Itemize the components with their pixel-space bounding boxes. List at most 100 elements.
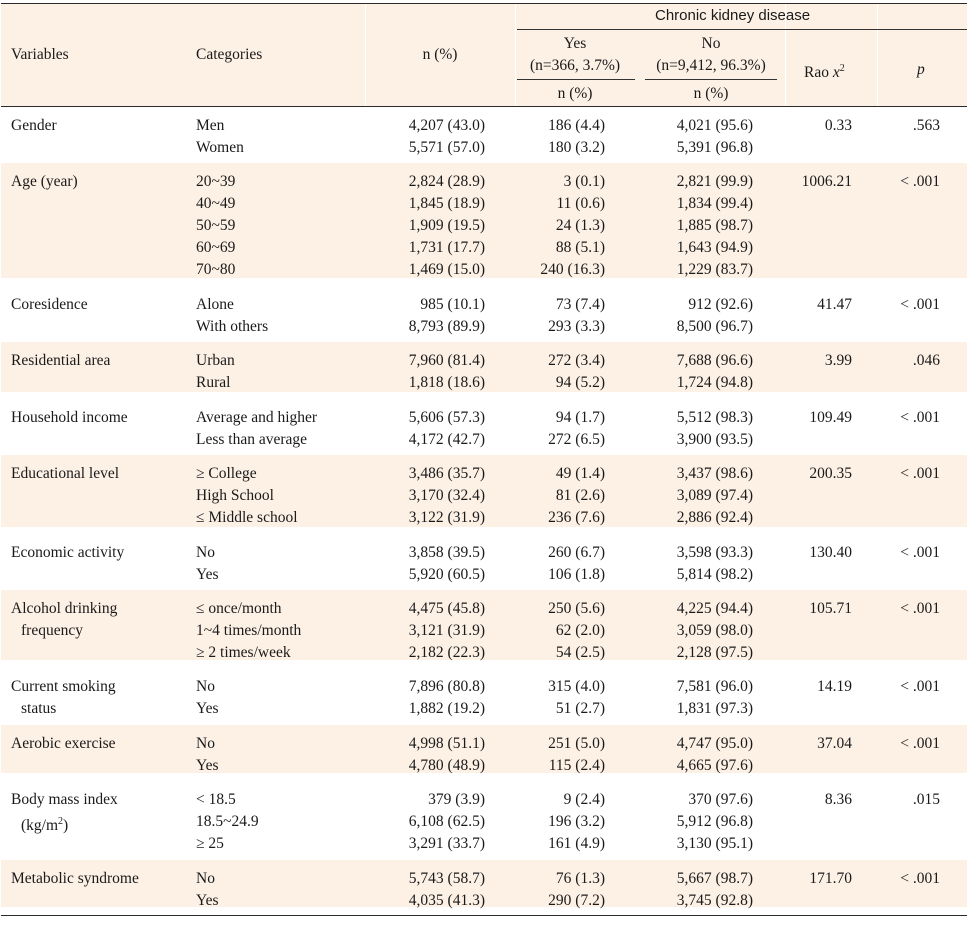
ckd-yes-cell-line: 76 (1.3) [555,870,605,887]
top-rule [1,3,967,4]
row-band [1,163,967,278]
row-band [1,455,967,527]
ckd-no-cell-line: 2,128 (97.5) [676,644,753,661]
n-pct-cell: 4,998 (51.1) 4,780 (48.9) [370,733,485,777]
category-cell-line: Average and higher [196,409,318,426]
n-pct-cell: 7,960 (81.4) 1,818 (18.6) [370,350,485,394]
category-cell-line: Men [196,117,225,134]
ckd-yes-cell-line: 272 (6.5) [548,431,605,448]
n-pct-cell: 4,207 (43.0) 5,571 (57.0) [370,115,485,159]
ckd-no-cell: 2,821 (99.9) 1,834 (99.4) 1,885 (98.7) 1,64… [640,171,753,281]
variable-cell-line: frequency [21,622,83,639]
ckd-yes-cell: 49 (1.4) 81 (2.6) 236 (7.6) [500,463,605,529]
category-cell-line: ≥ 25 [196,835,224,852]
n-pct-cell-line: 379 (3.9) [428,791,485,808]
ckd-yes-cell-line: 11 (0.6) [556,195,606,212]
ckd-yes-cell-line: 94 (5.2) [555,374,605,391]
n-pct-cell: 3,486 (35.7) 3,170 (32.4) 3,122 (31.9) [370,463,485,529]
n-pct-cell: 5,743 (58.7) 4,035 (41.3) [370,868,485,912]
p-value: < .001 [900,544,940,561]
ckd-no-cell-line: 3,059 (98.0) [676,622,753,639]
ckd-yes-cell: 73 (7.4) 293 (3.3) [500,294,605,338]
ckd-no-cell-line: 3,089 (97.4) [676,487,753,504]
n-pct-cell-line: 2,824 (28.9) [408,173,485,190]
no-header: No [701,35,721,52]
p-value: < .001 [900,735,940,752]
variable-cell: Educational level [11,463,119,485]
variable-cell: Aerobic exercise [11,733,116,755]
p-value: .015 [912,791,940,808]
variable-cell: Household income [11,407,128,429]
n-pct-cell-line: 5,571 (57.0) [408,139,485,156]
variable-cell: Metabolic syndrome [11,868,139,890]
category-cell-line: ≥ 2 times/week [196,644,291,661]
category-cell-line: No [196,870,215,887]
ckd-no-cell-line: 4,665 (97.6) [676,757,753,774]
ckd-yes-cell: 186 (4.4) 180 (3.2) [500,115,605,159]
yes-header: Yes [563,35,587,52]
category-cell: ≥ College High School ≤ Middle school [196,463,298,529]
category-cell: Average and higher Less than average [196,407,317,451]
n-pct-cell-line: 1,909 (19.5) [408,217,485,234]
variable-cell-line: Gender [11,117,57,134]
ckd-yes-cell: 76 (1.3) 290 (7.2) [500,868,605,912]
category-cell-line: Less than average [196,431,308,448]
category-cell-line: Urban [196,352,235,369]
n-pct-cell: 985 (10.1) 8,793 (89.9) [370,294,485,338]
ckd-no-cell-line: 7,688 (96.6) [676,352,753,369]
n-pct-cell-line: 1,469 (15.0) [408,261,485,278]
n-pct-cell-line: 6,108 (62.5) [408,813,485,830]
ckd-yes-cell-line: 251 (5.0) [548,735,605,752]
category-cell-line: No [196,678,215,695]
ckd-no-cell: 912 (92.6) 8,500 (96.7) [640,294,753,338]
ckd-yes-cell: 94 (1.7) 272 (6.5) [500,407,605,451]
rao-value: 130.40 [809,544,852,561]
category-cell-line: 50~59 [196,217,236,234]
ckd-no-cell-line: 4,021 (95.6) [676,117,753,134]
rao-superscript: 2 [839,63,845,74]
ckd-no-cell-line: 3,598 (93.3) [676,544,753,561]
category-cell-line: ≥ College [196,465,257,482]
rao-header: Rao x2 [804,59,845,83]
bottom-rule [1,915,967,916]
yes-subheader: (n=366, 3.7%) [529,57,621,74]
variable-cell-line: Body mass index [11,791,118,808]
n-pct-cell-line: 2,182 (22.3) [408,644,485,661]
rao-value: 37.04 [817,735,852,752]
n-pct-cell-line: 7,896 (80.8) [408,678,485,695]
ckd-yes-cell-line: 272 (3.4) [548,352,605,369]
variable-unit: (kg/m2) [21,816,69,835]
variable-cell: Alcohol drinking frequency [11,598,117,642]
header-col-divider [785,4,786,106]
ckd-no-cell-line: 5,814 (98.2) [676,566,753,583]
ckd-no-cell: 5,667 (98.7) 3,745 (92.8) [640,868,753,912]
ckd-yes-cell: 3 (0.1) 11 (0.6) 24 (1.3) 88 (5.1) 240 (16.3… [500,171,605,281]
header-col-divider [365,4,366,106]
n-pct-cell: 5,606 (57.3) 4,172 (42.7) [370,407,485,451]
ckd-yes-cell-line: 94 (1.7) [555,409,605,426]
category-cell-line: 70~80 [196,261,236,278]
ckd-no-cell: 4,021 (95.6) 5,391 (96.8) [640,115,753,159]
variable-cell-line: Educational level [11,465,120,482]
header-col-divider [515,4,516,106]
ckd-yes-cell-line: 24 (1.3) [555,217,605,234]
n-pct-cell-line: 4,998 (51.1) [408,735,485,752]
category-cell-line: 1~4 times/month [196,622,302,639]
n-pct-cell-line: 3,121 (31.9) [408,622,485,639]
n-pct-cell-line: 4,475 (45.8) [408,600,485,617]
rao-value: 14.19 [817,678,852,695]
n-pct-cell-line: 3,291 (33.7) [408,835,485,852]
category-cell: Men Women [196,115,244,159]
ckd-yes-cell-line: 236 (7.6) [548,509,605,526]
ckd-yes-cell: 250 (5.6) 62 (2.0) 54 (2.5) [500,598,605,664]
category-cell-line: ≤ once/month [196,600,282,617]
p-value: < .001 [900,296,940,313]
header-bottom-rule [1,106,967,107]
category-cell-line: Yes [196,757,219,774]
variable-cell: Age (year) [11,171,78,193]
n-pct-cell-line: 1,882 (19.2) [408,700,485,717]
ckd-no-cell: 4,225 (94.4) 3,059 (98.0) 2,128 (97.5) [640,598,753,664]
header-background [1,4,967,106]
ckd-no-cell-line: 1,229 (83.7) [676,261,753,278]
ckd-no-cell-line: 5,391 (96.8) [676,139,753,156]
